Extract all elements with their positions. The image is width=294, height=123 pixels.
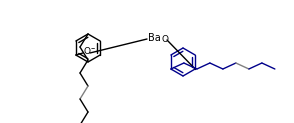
Text: Ba: Ba xyxy=(148,33,161,43)
Text: O: O xyxy=(84,47,91,56)
Text: O: O xyxy=(161,36,168,45)
Text: –: – xyxy=(90,45,95,54)
